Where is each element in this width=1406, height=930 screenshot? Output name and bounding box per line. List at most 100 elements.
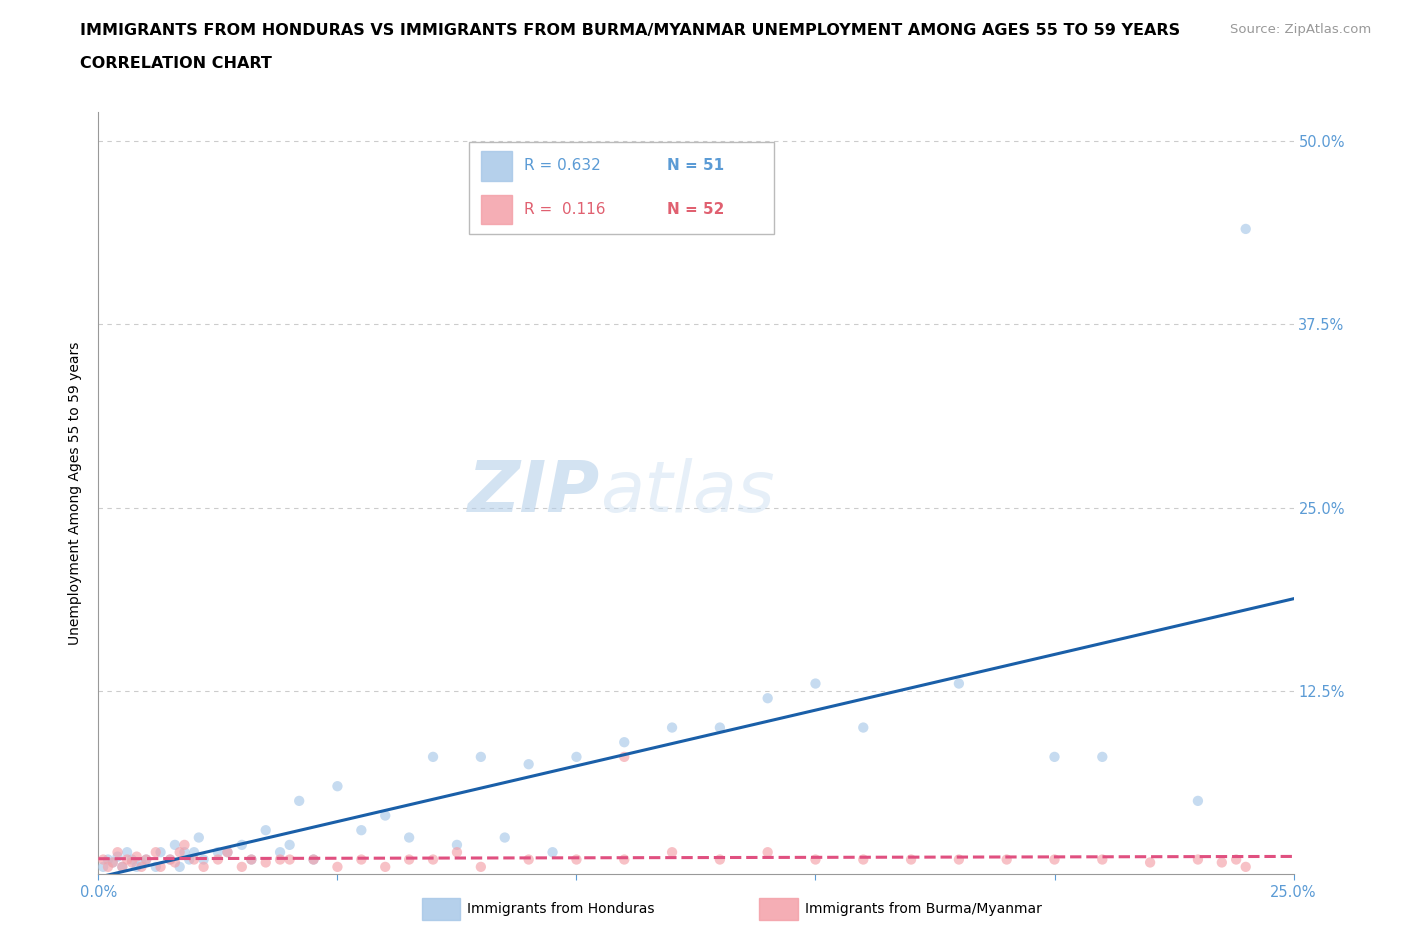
Point xyxy=(115,844,138,859)
Point xyxy=(613,852,636,867)
Point xyxy=(1091,750,1114,764)
Point xyxy=(278,852,301,867)
Point xyxy=(193,859,215,874)
Point xyxy=(135,852,157,867)
Point xyxy=(193,852,215,867)
Point xyxy=(661,844,683,859)
Point xyxy=(995,852,1018,867)
Point xyxy=(1139,855,1161,870)
Text: atlas: atlas xyxy=(600,458,775,527)
Point xyxy=(121,855,143,870)
Point xyxy=(398,830,420,845)
Point xyxy=(756,844,779,859)
Point xyxy=(169,859,191,874)
Point xyxy=(852,852,875,867)
Point xyxy=(422,750,444,764)
Bar xyxy=(422,897,461,921)
Point xyxy=(1187,852,1209,867)
Point xyxy=(1187,793,1209,808)
Point xyxy=(207,844,229,859)
Point xyxy=(422,852,444,867)
Point xyxy=(804,676,827,691)
Point xyxy=(183,844,205,859)
Point xyxy=(101,855,124,870)
Point xyxy=(494,830,516,845)
Point xyxy=(1234,221,1257,236)
Point xyxy=(1225,852,1247,867)
Point xyxy=(107,849,129,864)
Point xyxy=(1211,855,1233,870)
Point xyxy=(107,844,129,859)
Point xyxy=(231,859,253,874)
Point xyxy=(217,844,239,859)
Point xyxy=(169,844,191,859)
Point xyxy=(1091,852,1114,867)
Point xyxy=(173,837,195,852)
Point xyxy=(541,844,564,859)
Point xyxy=(350,823,373,838)
Point xyxy=(183,852,205,867)
Point xyxy=(125,859,148,874)
Point xyxy=(145,859,167,874)
Point xyxy=(326,778,349,793)
Y-axis label: Unemployment Among Ages 55 to 59 years: Unemployment Among Ages 55 to 59 years xyxy=(69,341,83,644)
Point xyxy=(756,691,779,706)
Point xyxy=(613,750,636,764)
Point xyxy=(446,844,468,859)
Point xyxy=(111,859,134,874)
Point xyxy=(1234,859,1257,874)
Point xyxy=(207,852,229,867)
Point xyxy=(159,852,181,867)
Point xyxy=(131,855,153,870)
Point xyxy=(326,859,349,874)
Point xyxy=(709,852,731,867)
Point xyxy=(517,852,540,867)
Point xyxy=(187,830,209,845)
Point xyxy=(121,852,143,867)
Point xyxy=(613,735,636,750)
Point xyxy=(240,852,263,867)
Point xyxy=(470,750,492,764)
Point xyxy=(661,720,683,735)
Point xyxy=(517,757,540,772)
Point xyxy=(565,852,588,867)
Point xyxy=(91,852,114,867)
Point xyxy=(254,855,277,870)
Point xyxy=(269,852,291,867)
Point xyxy=(374,859,396,874)
Text: Source: ZipAtlas.com: Source: ZipAtlas.com xyxy=(1230,23,1371,36)
Point xyxy=(125,849,148,864)
Text: ZIP: ZIP xyxy=(468,458,600,527)
Point xyxy=(231,837,253,852)
Point xyxy=(374,808,396,823)
Text: Immigrants from Burma/Myanmar: Immigrants from Burma/Myanmar xyxy=(806,902,1042,916)
Point xyxy=(302,852,325,867)
Point xyxy=(179,852,201,867)
Point xyxy=(565,750,588,764)
Point xyxy=(131,859,153,874)
Text: CORRELATION CHART: CORRELATION CHART xyxy=(80,56,271,71)
Point xyxy=(135,852,157,867)
Point xyxy=(97,859,120,874)
Point xyxy=(948,676,970,691)
Point xyxy=(1043,852,1066,867)
Point xyxy=(163,855,186,870)
Point xyxy=(254,823,277,838)
Point xyxy=(217,844,239,859)
Point xyxy=(145,844,167,859)
Point xyxy=(398,852,420,867)
Point xyxy=(278,837,301,852)
Text: Immigrants from Honduras: Immigrants from Honduras xyxy=(468,902,655,916)
Point xyxy=(288,793,311,808)
Point xyxy=(163,837,186,852)
Point xyxy=(1043,750,1066,764)
Point xyxy=(948,852,970,867)
Point xyxy=(350,852,373,867)
Bar xyxy=(759,897,799,921)
Text: IMMIGRANTS FROM HONDURAS VS IMMIGRANTS FROM BURMA/MYANMAR UNEMPLOYMENT AMONG AGE: IMMIGRANTS FROM HONDURAS VS IMMIGRANTS F… xyxy=(80,23,1180,38)
Point xyxy=(111,859,134,874)
Point xyxy=(149,859,172,874)
Point xyxy=(269,844,291,859)
Point xyxy=(91,859,114,874)
Point xyxy=(173,844,195,859)
